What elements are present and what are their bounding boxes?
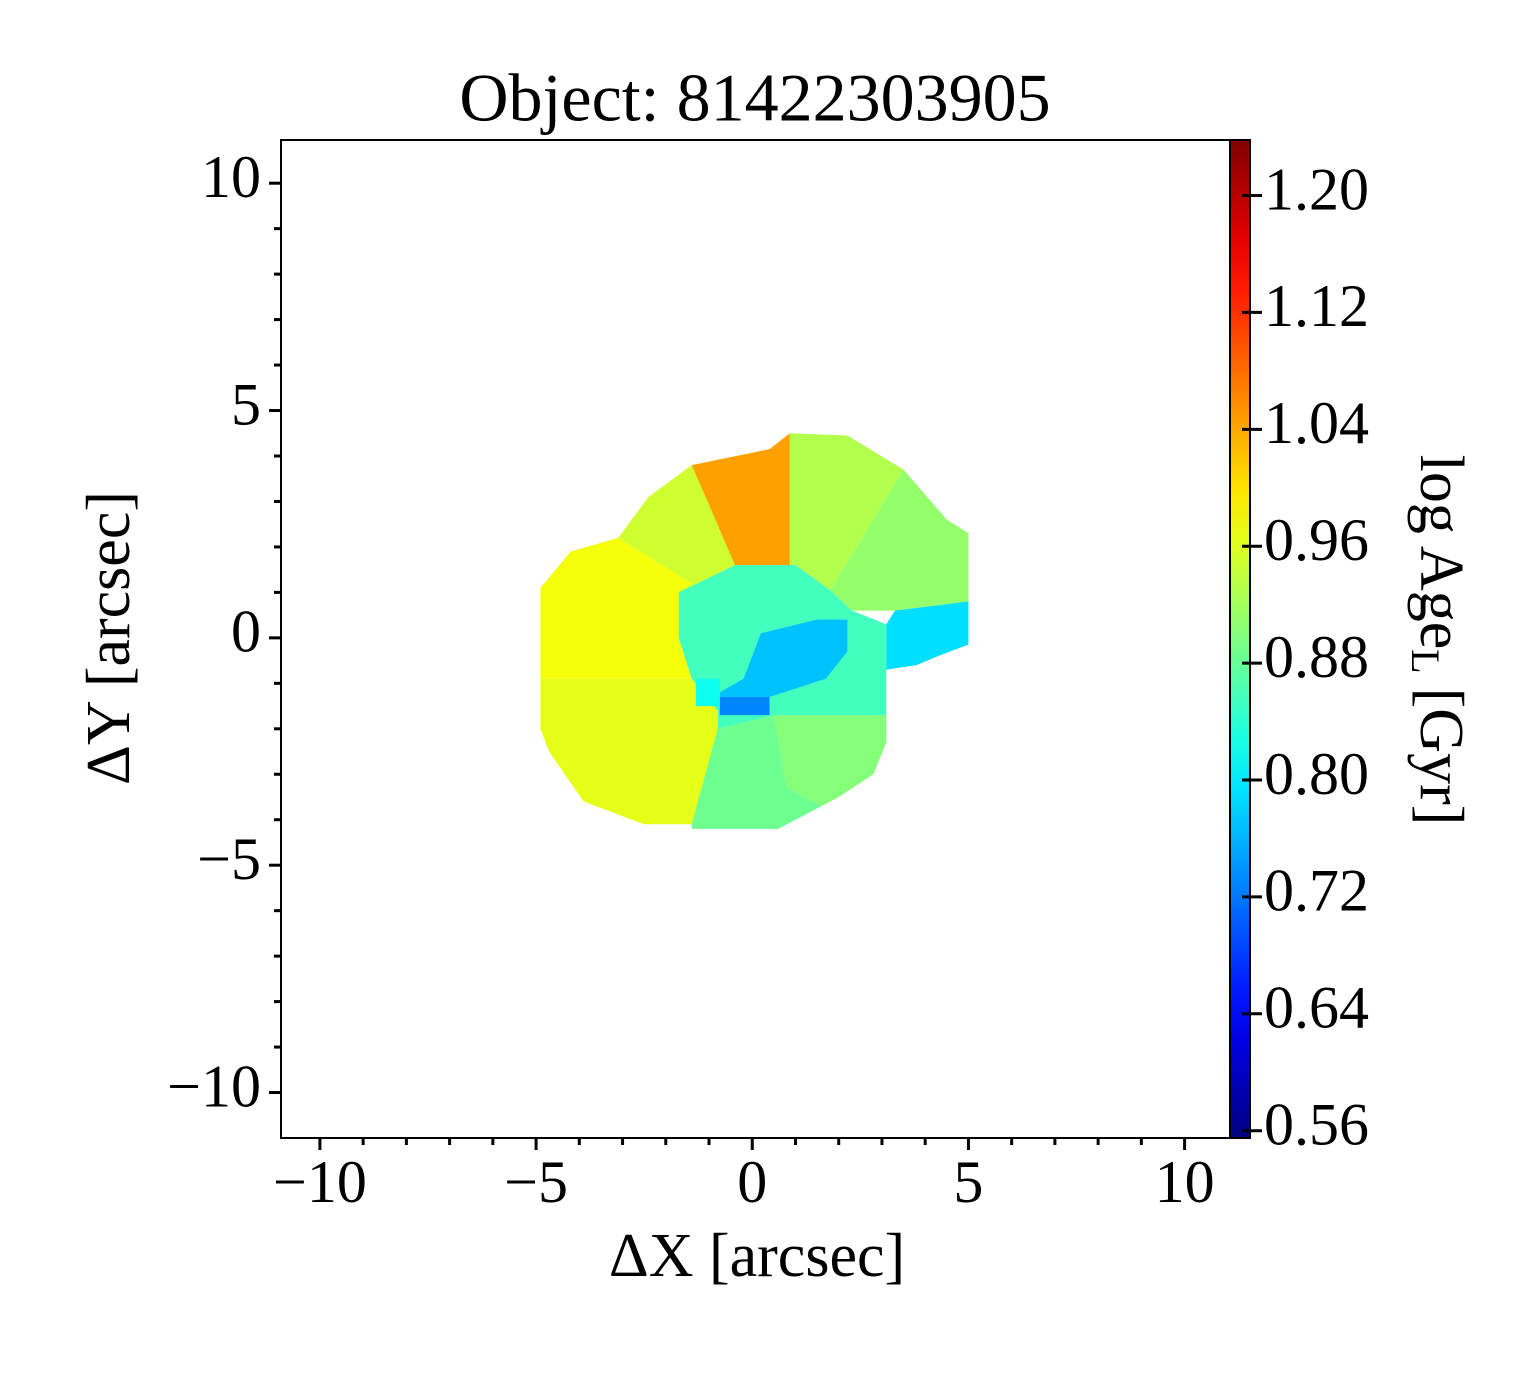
- colorbar-tick-label: 0.56: [1264, 1091, 1369, 1157]
- colorbar-label-sub: L: [1403, 649, 1448, 673]
- colorbar-label-main: log Age: [1407, 455, 1475, 650]
- y-axis-label: ΔY [arcsec]: [75, 491, 143, 785]
- bin-region: [789, 433, 904, 591]
- bin-region: [696, 678, 720, 707]
- chart-title: Object: 81422303905: [459, 60, 1050, 136]
- bin-region: [886, 601, 969, 670]
- colorbar-tick-label: 1.04: [1264, 390, 1369, 456]
- bin-region: [719, 696, 770, 716]
- x-tick-label: −5: [504, 1149, 568, 1215]
- x-tick-label: 10: [1155, 1149, 1215, 1215]
- y-tick-label: 10: [201, 144, 261, 210]
- bin-region: [540, 678, 718, 825]
- x-tick-label: −10: [273, 1149, 367, 1215]
- y-tick-label: 5: [231, 371, 261, 437]
- bin-region: [719, 619, 848, 716]
- bin-region: [540, 537, 692, 679]
- y-tick-label: −5: [197, 826, 261, 892]
- colorbar: [1229, 139, 1251, 1139]
- x-tick-label: 0: [737, 1149, 767, 1215]
- colorbar-tick-label: 0.96: [1264, 507, 1369, 573]
- y-tick-label: 0: [231, 599, 261, 665]
- colorbar-tick-label: 0.88: [1264, 624, 1369, 690]
- x-tick-label: 5: [953, 1149, 983, 1215]
- bin-region: [691, 433, 790, 566]
- colorbar-label-unit: [Gyr]: [1407, 688, 1475, 826]
- colorbar-tick-label: 1.12: [1264, 273, 1369, 339]
- bin-region: [618, 465, 735, 593]
- colorbar-tick-label: 1.20: [1264, 156, 1369, 222]
- y-tick-label: −10: [167, 1053, 261, 1119]
- colorbar-label: log AgeL [Gyr]: [1403, 455, 1475, 826]
- bin-region: [830, 469, 969, 611]
- x-axis-label: ΔX [arcsec]: [609, 1222, 905, 1290]
- bin-region: [691, 715, 822, 829]
- colorbar-tick-label: 0.64: [1264, 975, 1369, 1041]
- bin-region: [773, 715, 887, 807]
- colorbar-tick-label: 0.80: [1264, 741, 1369, 807]
- colorbar-tick-label: 0.72: [1264, 858, 1369, 924]
